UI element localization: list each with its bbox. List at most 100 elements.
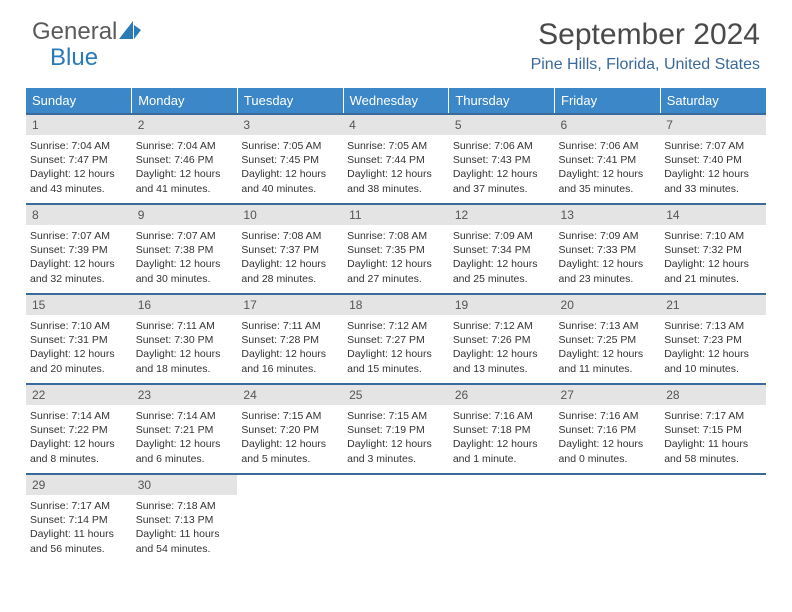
calendar-cell: 7Sunrise: 7:07 AMSunset: 7:40 PMDaylight… <box>660 114 766 204</box>
brand-part1: General <box>32 18 117 46</box>
weekday-header: Wednesday <box>343 88 449 114</box>
calendar-cell: 2Sunrise: 7:04 AMSunset: 7:46 PMDaylight… <box>132 114 238 204</box>
day-number: 15 <box>26 295 132 315</box>
header: General September 2024 Pine Hills, Flori… <box>0 0 792 74</box>
calendar-row: 1Sunrise: 7:04 AMSunset: 7:47 PMDaylight… <box>26 114 766 204</box>
calendar-cell <box>555 474 661 564</box>
brand-part2: Blue <box>50 44 98 72</box>
day-info: Sunrise: 7:18 AMSunset: 7:13 PMDaylight:… <box>132 495 238 562</box>
day-number: 20 <box>555 295 661 315</box>
day-number: 4 <box>343 115 449 135</box>
day-number: 14 <box>660 205 766 225</box>
day-info: Sunrise: 7:17 AMSunset: 7:14 PMDaylight:… <box>26 495 132 562</box>
day-info: Sunrise: 7:07 AMSunset: 7:39 PMDaylight:… <box>26 225 132 292</box>
day-info: Sunrise: 7:14 AMSunset: 7:22 PMDaylight:… <box>26 405 132 472</box>
calendar-cell <box>343 474 449 564</box>
day-number: 6 <box>555 115 661 135</box>
calendar-cell: 22Sunrise: 7:14 AMSunset: 7:22 PMDayligh… <box>26 384 132 474</box>
weekday-header-row: SundayMondayTuesdayWednesdayThursdayFrid… <box>26 88 766 114</box>
day-number: 24 <box>237 385 343 405</box>
weekday-header: Friday <box>555 88 661 114</box>
calendar-cell: 4Sunrise: 7:05 AMSunset: 7:44 PMDaylight… <box>343 114 449 204</box>
day-info: Sunrise: 7:05 AMSunset: 7:44 PMDaylight:… <box>343 135 449 202</box>
day-info: Sunrise: 7:16 AMSunset: 7:18 PMDaylight:… <box>449 405 555 472</box>
calendar-cell: 29Sunrise: 7:17 AMSunset: 7:14 PMDayligh… <box>26 474 132 564</box>
day-number: 18 <box>343 295 449 315</box>
day-info: Sunrise: 7:12 AMSunset: 7:27 PMDaylight:… <box>343 315 449 382</box>
day-info: Sunrise: 7:04 AMSunset: 7:46 PMDaylight:… <box>132 135 238 202</box>
calendar-cell: 19Sunrise: 7:12 AMSunset: 7:26 PMDayligh… <box>449 294 555 384</box>
calendar-cell: 20Sunrise: 7:13 AMSunset: 7:25 PMDayligh… <box>555 294 661 384</box>
day-number: 12 <box>449 205 555 225</box>
day-number: 29 <box>26 475 132 495</box>
title-block: September 2024 Pine Hills, Florida, Unit… <box>531 18 760 74</box>
calendar-cell: 5Sunrise: 7:06 AMSunset: 7:43 PMDaylight… <box>449 114 555 204</box>
day-info: Sunrise: 7:11 AMSunset: 7:30 PMDaylight:… <box>132 315 238 382</box>
day-info: Sunrise: 7:13 AMSunset: 7:25 PMDaylight:… <box>555 315 661 382</box>
day-info: Sunrise: 7:06 AMSunset: 7:43 PMDaylight:… <box>449 135 555 202</box>
calendar-row: 8Sunrise: 7:07 AMSunset: 7:39 PMDaylight… <box>26 204 766 294</box>
calendar-cell: 23Sunrise: 7:14 AMSunset: 7:21 PMDayligh… <box>132 384 238 474</box>
calendar-cell: 25Sunrise: 7:15 AMSunset: 7:19 PMDayligh… <box>343 384 449 474</box>
day-number: 26 <box>449 385 555 405</box>
day-number: 23 <box>132 385 238 405</box>
day-info: Sunrise: 7:09 AMSunset: 7:34 PMDaylight:… <box>449 225 555 292</box>
day-number: 3 <box>237 115 343 135</box>
calendar-cell: 30Sunrise: 7:18 AMSunset: 7:13 PMDayligh… <box>132 474 238 564</box>
calendar-cell: 11Sunrise: 7:08 AMSunset: 7:35 PMDayligh… <box>343 204 449 294</box>
calendar-row: 22Sunrise: 7:14 AMSunset: 7:22 PMDayligh… <box>26 384 766 474</box>
calendar-cell: 12Sunrise: 7:09 AMSunset: 7:34 PMDayligh… <box>449 204 555 294</box>
calendar-cell: 10Sunrise: 7:08 AMSunset: 7:37 PMDayligh… <box>237 204 343 294</box>
weekday-header: Thursday <box>449 88 555 114</box>
day-number: 21 <box>660 295 766 315</box>
day-number: 5 <box>449 115 555 135</box>
day-number: 30 <box>132 475 238 495</box>
weekday-header: Monday <box>132 88 238 114</box>
calendar-cell: 17Sunrise: 7:11 AMSunset: 7:28 PMDayligh… <box>237 294 343 384</box>
calendar-cell <box>237 474 343 564</box>
day-info: Sunrise: 7:04 AMSunset: 7:47 PMDaylight:… <box>26 135 132 202</box>
calendar-cell: 27Sunrise: 7:16 AMSunset: 7:16 PMDayligh… <box>555 384 661 474</box>
day-info: Sunrise: 7:14 AMSunset: 7:21 PMDaylight:… <box>132 405 238 472</box>
day-info: Sunrise: 7:17 AMSunset: 7:15 PMDaylight:… <box>660 405 766 472</box>
day-number: 27 <box>555 385 661 405</box>
day-info: Sunrise: 7:13 AMSunset: 7:23 PMDaylight:… <box>660 315 766 382</box>
calendar-cell: 15Sunrise: 7:10 AMSunset: 7:31 PMDayligh… <box>26 294 132 384</box>
day-number: 28 <box>660 385 766 405</box>
day-number: 7 <box>660 115 766 135</box>
day-info: Sunrise: 7:10 AMSunset: 7:31 PMDaylight:… <box>26 315 132 382</box>
calendar-cell: 1Sunrise: 7:04 AMSunset: 7:47 PMDaylight… <box>26 114 132 204</box>
day-number: 22 <box>26 385 132 405</box>
day-info: Sunrise: 7:16 AMSunset: 7:16 PMDaylight:… <box>555 405 661 472</box>
day-info: Sunrise: 7:07 AMSunset: 7:38 PMDaylight:… <box>132 225 238 292</box>
calendar-cell: 26Sunrise: 7:16 AMSunset: 7:18 PMDayligh… <box>449 384 555 474</box>
calendar-cell: 9Sunrise: 7:07 AMSunset: 7:38 PMDaylight… <box>132 204 238 294</box>
day-number: 19 <box>449 295 555 315</box>
day-number: 13 <box>555 205 661 225</box>
calendar-cell: 28Sunrise: 7:17 AMSunset: 7:15 PMDayligh… <box>660 384 766 474</box>
calendar-cell: 16Sunrise: 7:11 AMSunset: 7:30 PMDayligh… <box>132 294 238 384</box>
day-number: 16 <box>132 295 238 315</box>
brand-logo: General <box>32 18 141 46</box>
calendar-cell: 3Sunrise: 7:05 AMSunset: 7:45 PMDaylight… <box>237 114 343 204</box>
day-number: 8 <box>26 205 132 225</box>
day-info: Sunrise: 7:11 AMSunset: 7:28 PMDaylight:… <box>237 315 343 382</box>
day-number: 17 <box>237 295 343 315</box>
day-info: Sunrise: 7:06 AMSunset: 7:41 PMDaylight:… <box>555 135 661 202</box>
sail-icon <box>119 21 141 39</box>
location-label: Pine Hills, Florida, United States <box>531 56 760 74</box>
calendar-table: SundayMondayTuesdayWednesdayThursdayFrid… <box>26 88 766 564</box>
day-info: Sunrise: 7:15 AMSunset: 7:20 PMDaylight:… <box>237 405 343 472</box>
day-number: 9 <box>132 205 238 225</box>
calendar-body: 1Sunrise: 7:04 AMSunset: 7:47 PMDaylight… <box>26 114 766 564</box>
calendar-cell: 13Sunrise: 7:09 AMSunset: 7:33 PMDayligh… <box>555 204 661 294</box>
weekday-header: Tuesday <box>237 88 343 114</box>
day-number: 2 <box>132 115 238 135</box>
calendar-cell: 6Sunrise: 7:06 AMSunset: 7:41 PMDaylight… <box>555 114 661 204</box>
day-info: Sunrise: 7:08 AMSunset: 7:35 PMDaylight:… <box>343 225 449 292</box>
weekday-header: Saturday <box>660 88 766 114</box>
calendar-row: 15Sunrise: 7:10 AMSunset: 7:31 PMDayligh… <box>26 294 766 384</box>
day-info: Sunrise: 7:09 AMSunset: 7:33 PMDaylight:… <box>555 225 661 292</box>
calendar-cell <box>660 474 766 564</box>
day-info: Sunrise: 7:08 AMSunset: 7:37 PMDaylight:… <box>237 225 343 292</box>
